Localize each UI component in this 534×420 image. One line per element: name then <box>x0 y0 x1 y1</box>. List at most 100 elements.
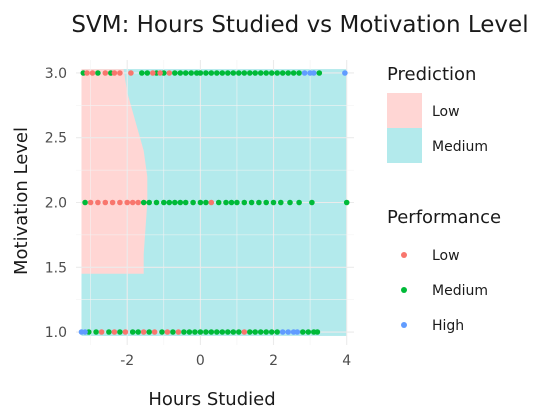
point-low <box>166 70 173 76</box>
point-medium <box>257 70 264 76</box>
point-medium <box>129 329 136 335</box>
point-low <box>122 329 129 335</box>
point-medium <box>117 329 123 335</box>
point-medium <box>343 199 350 206</box>
point-medium <box>93 329 99 335</box>
point-medium <box>230 70 237 76</box>
legend-dot-high-performance <box>401 322 407 328</box>
point-medium <box>208 70 215 76</box>
point-medium <box>234 199 240 206</box>
point-medium <box>203 70 209 76</box>
point-medium <box>268 329 275 335</box>
legend-label-medium-prediction: Medium <box>432 139 488 155</box>
legend-dot-low-performance <box>401 252 407 258</box>
point-medium <box>214 70 220 76</box>
point-medium <box>256 199 262 206</box>
x-axis-ticks: -2 0 2 4 <box>120 353 351 369</box>
point-medium <box>161 199 167 206</box>
point-low <box>102 70 109 76</box>
point-medium <box>172 70 178 76</box>
legend-swatch-medium-prediction <box>387 128 422 163</box>
point-medium <box>236 70 242 76</box>
point-low <box>140 329 147 335</box>
point-low <box>109 199 116 206</box>
point-medium <box>170 329 176 335</box>
point-medium <box>106 329 112 335</box>
point-medium <box>182 199 189 206</box>
point-low <box>95 199 101 206</box>
y-tick-label: 1.5 <box>45 260 67 276</box>
point-low <box>117 70 123 76</box>
point-medium <box>228 199 235 206</box>
point-medium <box>172 199 178 206</box>
y-axis-label: Motivation Level <box>11 127 32 275</box>
y-tick-label: 3.0 <box>45 66 67 82</box>
point-medium <box>208 329 215 335</box>
point-medium <box>203 329 209 335</box>
point-medium <box>95 70 101 76</box>
point-medium <box>181 329 187 335</box>
point-medium <box>197 329 204 335</box>
point-medium <box>197 199 204 206</box>
point-medium <box>309 199 315 206</box>
point-medium <box>192 329 198 335</box>
legend-label-low-prediction: Low <box>432 104 460 120</box>
x-tick-label: 2 <box>269 353 278 369</box>
point-medium <box>263 329 270 335</box>
point-medium <box>296 199 302 206</box>
point-low <box>128 70 134 76</box>
point-low <box>175 329 182 335</box>
point-medium <box>190 199 196 206</box>
point-high <box>279 329 286 335</box>
point-low <box>102 199 109 206</box>
point-medium <box>177 199 184 206</box>
point-medium <box>248 199 255 206</box>
point-medium <box>296 70 302 76</box>
point-low <box>135 199 141 206</box>
point-low <box>164 329 171 335</box>
y-axis-ticks: 1.0 1.5 2.0 2.5 3.0 <box>45 66 67 341</box>
legend-performance: Performance Low Medium High <box>387 207 501 334</box>
point-medium <box>140 199 147 206</box>
point-medium <box>225 70 231 76</box>
point-medium <box>230 329 237 335</box>
y-tick-label: 2.5 <box>45 131 67 147</box>
point-medium <box>139 70 145 76</box>
plot-panel <box>76 60 354 345</box>
point-medium <box>247 70 253 76</box>
point-medium <box>214 329 220 335</box>
point-low <box>151 329 158 335</box>
point-medium <box>166 199 173 206</box>
point-medium <box>287 199 293 206</box>
legend-label-high-performance: High <box>432 318 464 334</box>
point-low <box>111 70 118 76</box>
point-medium <box>177 70 184 76</box>
point-low <box>124 199 130 206</box>
x-tick-label: -2 <box>120 353 134 369</box>
point-medium <box>186 329 193 335</box>
point-high <box>301 70 308 76</box>
point-low <box>241 329 248 335</box>
point-medium <box>279 70 286 76</box>
point-medium <box>290 70 297 76</box>
legend-performance-title: Performance <box>387 207 501 228</box>
point-low <box>111 329 118 335</box>
point-medium <box>197 70 204 76</box>
point-medium <box>82 199 88 206</box>
point-medium <box>188 70 194 76</box>
point-medium <box>203 199 209 206</box>
point-medium <box>241 199 248 206</box>
point-medium <box>274 70 281 76</box>
legend-label-low-performance: Low <box>432 248 460 264</box>
region-low <box>81 69 148 274</box>
point-high <box>342 70 348 76</box>
point-medium <box>268 70 275 76</box>
x-axis-label: Hours Studied <box>148 389 275 410</box>
data-points <box>78 70 350 335</box>
point-medium <box>263 199 270 206</box>
point-medium <box>274 329 281 335</box>
point-high <box>294 329 301 335</box>
point-medium <box>285 70 292 76</box>
point-medium <box>146 329 152 335</box>
